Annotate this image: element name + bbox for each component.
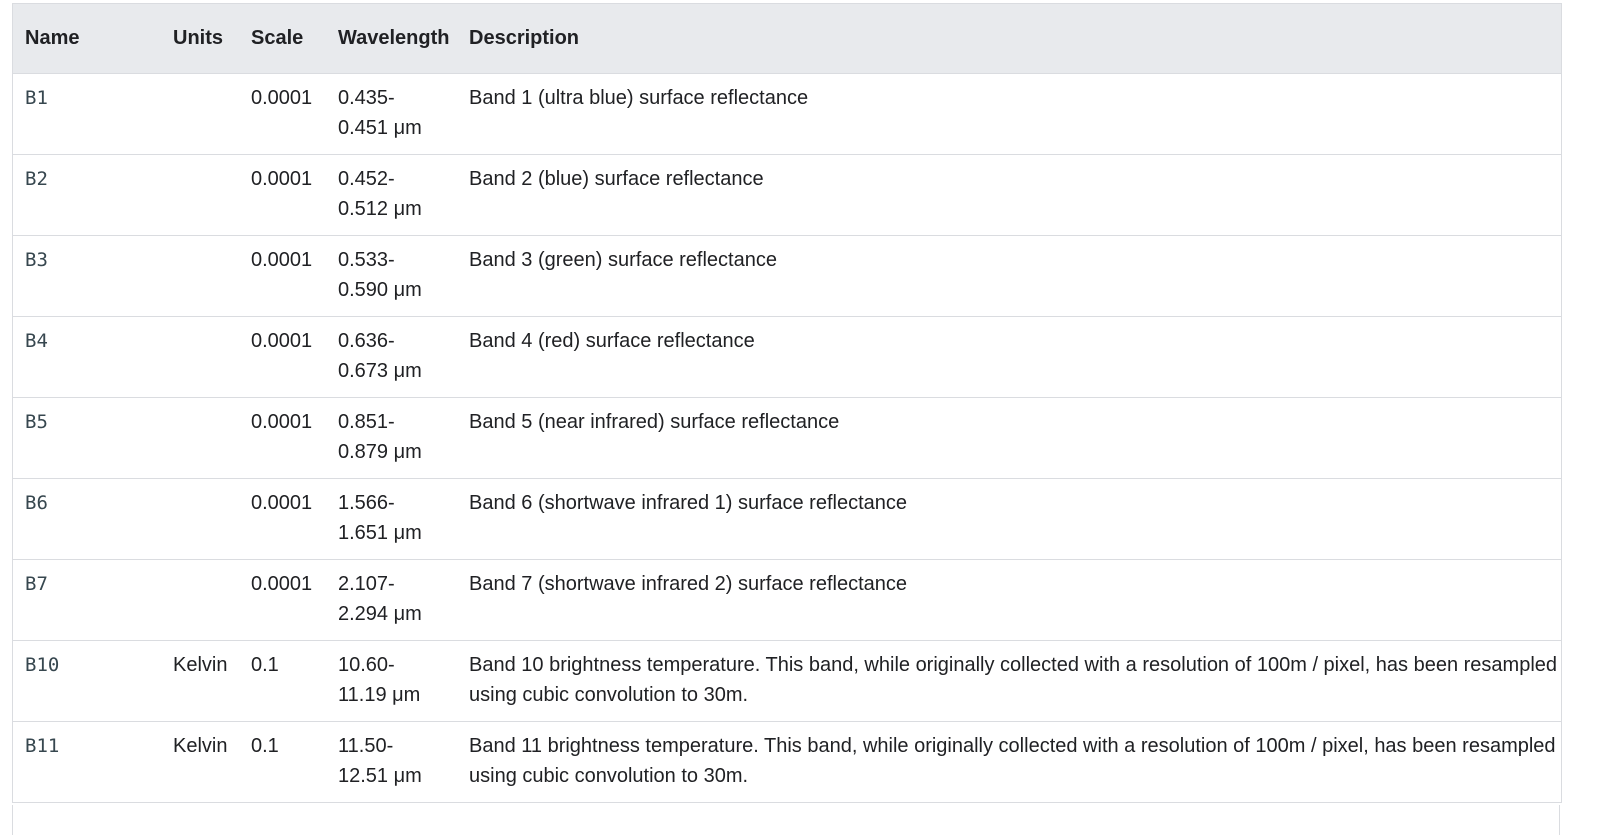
band-name-cell: B3 bbox=[13, 235, 161, 317]
description-cell: Band 10 brightness temperature. This ban… bbox=[457, 640, 1561, 722]
column-header-wavelength: Wavelength bbox=[326, 4, 457, 74]
scale-cell: 0.0001 bbox=[239, 316, 326, 398]
wavelength-cell: 0.533-0.590 μm bbox=[326, 235, 457, 317]
scale-cell: 0.0001 bbox=[239, 235, 326, 317]
table-row: B7 0.0001 2.107-2.294 μm Band 7 (shortwa… bbox=[13, 559, 1561, 641]
description-cell: Band 6 (shortwave infrared 1) surface re… bbox=[457, 478, 1561, 560]
bands-table: Name Units Scale Wavelength Description … bbox=[12, 3, 1562, 803]
description-cell: Band 11 brightness temperature. This ban… bbox=[457, 721, 1561, 803]
table-body: B1 0.0001 0.435-0.451 μm Band 1 (ultra b… bbox=[13, 73, 1561, 803]
header-row: Name Units Scale Wavelength Description bbox=[13, 4, 1561, 74]
scale-cell: 0.1 bbox=[239, 721, 326, 803]
table-header: Name Units Scale Wavelength Description bbox=[13, 4, 1561, 74]
description-cell: Band 4 (red) surface reflectance bbox=[457, 316, 1561, 398]
units-cell bbox=[161, 235, 239, 317]
table-row-continuation bbox=[12, 805, 1560, 835]
units-cell: Kelvin bbox=[161, 721, 239, 803]
wavelength-cell: 10.60-11.19 μm bbox=[326, 640, 457, 722]
table-row: B2 0.0001 0.452-0.512 μm Band 2 (blue) s… bbox=[13, 154, 1561, 236]
table-row: B4 0.0001 0.636-0.673 μm Band 4 (red) su… bbox=[13, 316, 1561, 398]
wavelength-cell: 11.50-12.51 μm bbox=[326, 721, 457, 803]
units-cell bbox=[161, 559, 239, 641]
table-row: B3 0.0001 0.533-0.590 μm Band 3 (green) … bbox=[13, 235, 1561, 317]
scale-cell: 0.0001 bbox=[239, 73, 326, 155]
description-cell: Band 2 (blue) surface reflectance bbox=[457, 154, 1561, 236]
description-cell: Band 5 (near infrared) surface reflectan… bbox=[457, 397, 1561, 479]
wavelength-cell: 1.566-1.651 μm bbox=[326, 478, 457, 560]
table-row: B11 Kelvin 0.1 11.50-12.51 μm Band 11 br… bbox=[13, 721, 1561, 803]
wavelength-cell: 0.435-0.451 μm bbox=[326, 73, 457, 155]
band-name-cell: B10 bbox=[13, 640, 161, 722]
band-name-cell: B1 bbox=[13, 73, 161, 155]
description-cell: Band 7 (shortwave infrared 2) surface re… bbox=[457, 559, 1561, 641]
wavelength-cell: 2.107-2.294 μm bbox=[326, 559, 457, 641]
scale-cell: 0.0001 bbox=[239, 154, 326, 236]
description-cell: Band 1 (ultra blue) surface reflectance bbox=[457, 73, 1561, 155]
table-row: B10 Kelvin 0.1 10.60-11.19 μm Band 10 br… bbox=[13, 640, 1561, 722]
scale-cell: 0.0001 bbox=[239, 397, 326, 479]
band-name-cell: B5 bbox=[13, 397, 161, 479]
units-cell bbox=[161, 73, 239, 155]
wavelength-cell: 0.851-0.879 μm bbox=[326, 397, 457, 479]
scale-cell: 0.0001 bbox=[239, 478, 326, 560]
band-name-cell: B2 bbox=[13, 154, 161, 236]
scale-cell: 0.1 bbox=[239, 640, 326, 722]
units-cell bbox=[161, 154, 239, 236]
column-header-scale: Scale bbox=[239, 4, 326, 74]
units-cell bbox=[161, 316, 239, 398]
band-name-cell: B6 bbox=[13, 478, 161, 560]
column-header-name: Name bbox=[13, 4, 161, 74]
scale-cell: 0.0001 bbox=[239, 559, 326, 641]
band-name-cell: B7 bbox=[13, 559, 161, 641]
column-header-units: Units bbox=[161, 4, 239, 74]
table-row: B5 0.0001 0.851-0.879 μm Band 5 (near in… bbox=[13, 397, 1561, 479]
band-name-cell: B11 bbox=[13, 721, 161, 803]
description-cell: Band 3 (green) surface reflectance bbox=[457, 235, 1561, 317]
table-row: B6 0.0001 1.566-1.651 μm Band 6 (shortwa… bbox=[13, 478, 1561, 560]
bands-table-grid: Name Units Scale Wavelength Description … bbox=[13, 4, 1561, 803]
table-row: B1 0.0001 0.435-0.451 μm Band 1 (ultra b… bbox=[13, 73, 1561, 155]
wavelength-cell: 0.636-0.673 μm bbox=[326, 316, 457, 398]
wavelength-cell: 0.452-0.512 μm bbox=[326, 154, 457, 236]
units-cell bbox=[161, 397, 239, 479]
column-header-description: Description bbox=[457, 4, 1561, 74]
units-cell: Kelvin bbox=[161, 640, 239, 722]
units-cell bbox=[161, 478, 239, 560]
band-name-cell: B4 bbox=[13, 316, 161, 398]
